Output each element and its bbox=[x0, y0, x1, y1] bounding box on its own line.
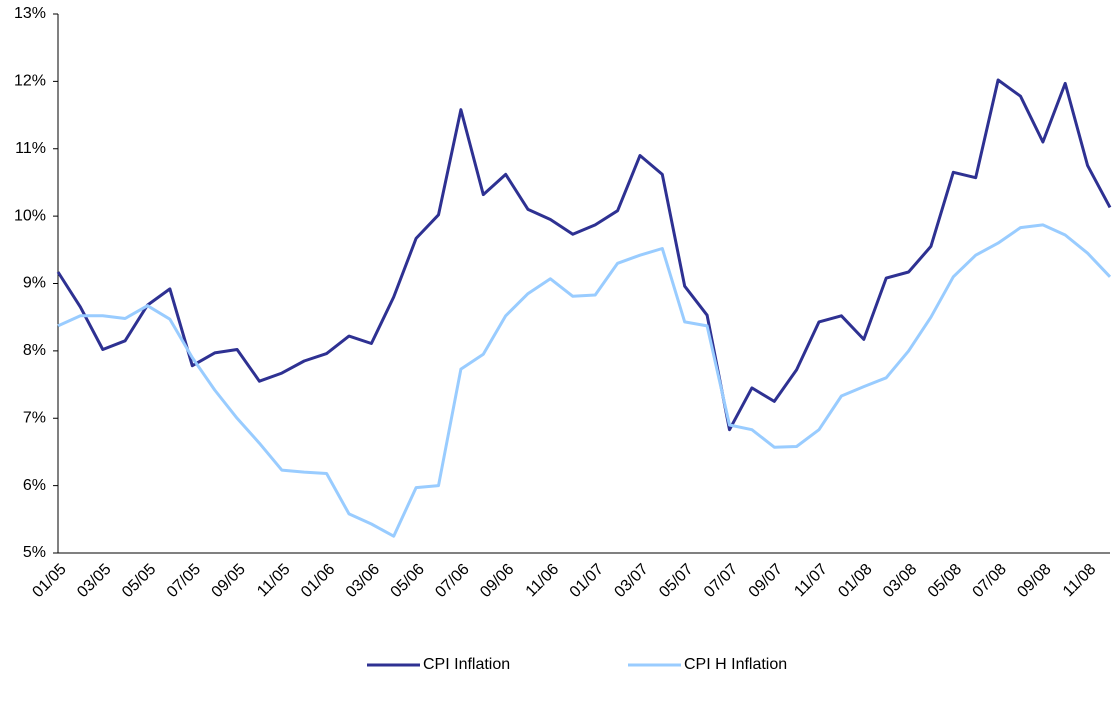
x-tick-label: 09/08 bbox=[1014, 561, 1054, 601]
x-tick-label: 01/08 bbox=[835, 561, 875, 601]
x-tick-label: 11/06 bbox=[523, 561, 563, 601]
x-tick-label: 09/07 bbox=[746, 561, 786, 601]
y-tick-label: 7% bbox=[23, 409, 46, 426]
x-tick-label: 11/08 bbox=[1060, 561, 1100, 601]
x-tick-label: 03/07 bbox=[611, 561, 651, 601]
x-tick-label: 09/05 bbox=[209, 561, 249, 601]
x-tick-label: 01/05 bbox=[29, 561, 69, 601]
x-tick-label: 07/06 bbox=[432, 561, 472, 601]
x-tick-label: 07/08 bbox=[970, 561, 1010, 601]
y-tick-label: 13% bbox=[14, 5, 46, 22]
y-tick-label: 5% bbox=[23, 544, 46, 561]
line-series bbox=[56, 78, 1112, 432]
x-tick-label: 05/06 bbox=[388, 561, 428, 601]
y-tick-label: 9% bbox=[23, 275, 46, 292]
legend-label: CPI H Inflation bbox=[684, 656, 787, 673]
y-tick-label: 11% bbox=[15, 140, 46, 157]
x-tick-label: 05/05 bbox=[119, 561, 159, 601]
x-tick-label: 03/05 bbox=[74, 561, 114, 601]
x-tick-label: 09/06 bbox=[477, 561, 517, 601]
x-tick-label: 03/06 bbox=[343, 561, 383, 601]
x-tick-label: 05/07 bbox=[656, 561, 696, 601]
x-tick-label: 03/08 bbox=[880, 561, 920, 601]
x-tick-label: 05/08 bbox=[925, 561, 965, 601]
x-tick-label: 01/06 bbox=[298, 561, 338, 601]
legend-label: CPI Inflation bbox=[423, 656, 510, 673]
y-tick-label: 12% bbox=[14, 73, 46, 90]
x-tick-label: 01/07 bbox=[567, 561, 607, 601]
line-series bbox=[57, 223, 1112, 538]
y-tick-label: 10% bbox=[14, 207, 46, 224]
y-tick-label: 6% bbox=[23, 477, 46, 494]
x-tick-label: 07/05 bbox=[164, 561, 204, 601]
x-tick-label: 07/07 bbox=[701, 561, 741, 601]
y-tick-label: 8% bbox=[23, 342, 46, 359]
x-tick-label: 11/05 bbox=[254, 561, 294, 601]
x-tick-label: 11/07 bbox=[791, 561, 831, 601]
